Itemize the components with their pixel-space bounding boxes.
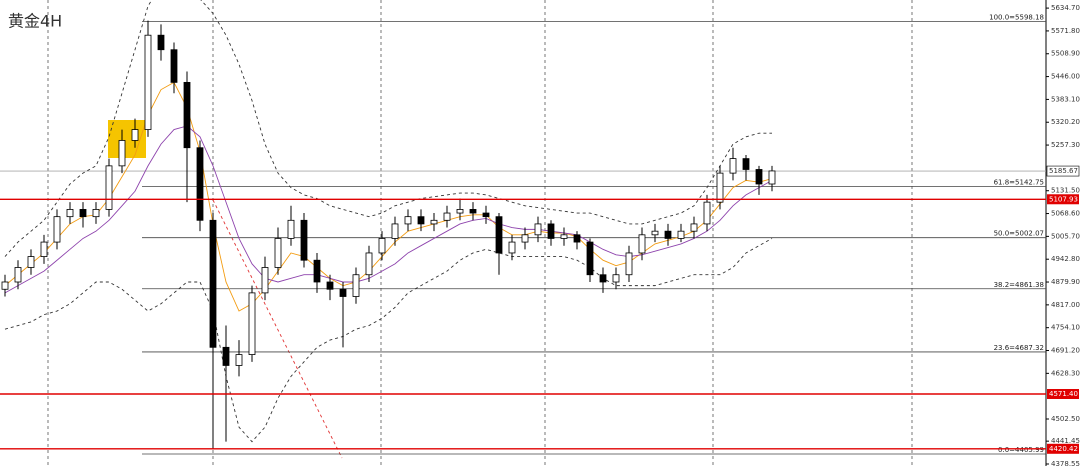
current-price-box xyxy=(1046,165,1080,177)
candle-body xyxy=(508,241,516,254)
highlight-box xyxy=(108,120,146,158)
candle-body xyxy=(378,238,386,254)
candle-body xyxy=(456,209,464,214)
fib-label: 0.0=4405.99 xyxy=(998,446,1044,454)
candle-body xyxy=(14,267,22,283)
candle-body xyxy=(664,230,672,239)
candle-body xyxy=(131,129,139,141)
fib-label: 61.8=5142.75 xyxy=(994,179,1044,187)
fib-label: 38.2=4861.38 xyxy=(994,281,1044,289)
current-price-label: 5185.67 xyxy=(1049,167,1078,175)
y-tick-label: 5446.00 xyxy=(1051,73,1080,81)
fib-label: 23.6=4687.32 xyxy=(994,344,1044,352)
candle-body xyxy=(495,216,503,254)
candle-body xyxy=(573,234,581,243)
fib-label: 50.0=5002.07 xyxy=(994,230,1044,238)
candle-body xyxy=(27,256,35,268)
candle-body xyxy=(235,354,243,366)
support-label: 4420.42 xyxy=(1049,445,1078,453)
candle-body xyxy=(170,49,178,83)
candle-body xyxy=(599,274,607,283)
y-tick-label: 4691.20 xyxy=(1051,347,1080,355)
candle-body xyxy=(534,223,542,236)
candle-body xyxy=(430,219,438,225)
candle-body xyxy=(157,34,165,51)
candle-body xyxy=(248,292,256,355)
candle-body xyxy=(365,252,373,276)
y-tick-label: 5383.10 xyxy=(1051,95,1080,103)
candle-body xyxy=(586,241,594,276)
candle-body xyxy=(183,81,191,149)
candle-body xyxy=(755,169,763,185)
support-label: 4571.40 xyxy=(1049,390,1078,398)
indicator-line xyxy=(4,125,773,294)
candle-body xyxy=(352,274,360,297)
y-tick-label: 5257.30 xyxy=(1051,141,1080,149)
candle-body xyxy=(391,223,399,239)
y-tick-label: 5131.50 xyxy=(1051,187,1080,195)
candle-body xyxy=(547,223,555,239)
candle-body xyxy=(638,234,646,254)
y-tick-label: 4441.45 xyxy=(1051,437,1080,445)
candle-body xyxy=(40,241,48,257)
candle-body xyxy=(742,158,750,170)
support-label-box xyxy=(1047,194,1079,205)
chart-title: 黄金4H xyxy=(8,12,62,31)
y-tick-label: 4628.30 xyxy=(1051,369,1080,377)
trend-line xyxy=(212,199,343,459)
y-tick-label: 4879.90 xyxy=(1051,278,1080,286)
candle-body xyxy=(92,209,100,218)
candle-body xyxy=(521,234,529,243)
candle-body xyxy=(560,234,568,239)
support-label-box xyxy=(1047,443,1079,454)
candle-body xyxy=(612,274,620,283)
candle-body xyxy=(768,170,776,185)
y-tick-label: 5068.60 xyxy=(1051,210,1080,218)
candle-body xyxy=(313,259,321,283)
candle-body xyxy=(417,216,425,225)
candle-body xyxy=(261,267,269,294)
candle-body xyxy=(287,219,295,239)
candle-body xyxy=(222,346,230,366)
support-label: 5107.93 xyxy=(1049,195,1078,203)
candle-body xyxy=(716,172,724,203)
candle-body xyxy=(209,219,217,348)
candle-body xyxy=(326,281,334,290)
y-tick-label: 4502.50 xyxy=(1051,415,1080,423)
y-tick-label: 4942.80 xyxy=(1051,255,1080,263)
candle-body xyxy=(339,288,347,297)
candle-body xyxy=(677,230,685,239)
y-tick-label: 4754.10 xyxy=(1051,324,1080,332)
candle-body xyxy=(703,201,711,225)
candle-body xyxy=(66,209,74,218)
candle-body xyxy=(404,216,412,225)
candle-body xyxy=(690,223,698,232)
y-tick-label: 5320.20 xyxy=(1051,118,1080,126)
candle-body xyxy=(443,212,451,221)
y-tick-label: 4817.00 xyxy=(1051,301,1080,309)
candle-body xyxy=(300,219,308,261)
y-tick-label: 4378.55 xyxy=(1051,460,1080,466)
candle-body xyxy=(469,209,477,214)
candle-body xyxy=(53,216,61,243)
candle-body xyxy=(1,281,9,290)
candle-body xyxy=(651,230,659,236)
indicator-line xyxy=(4,238,773,443)
candle-body xyxy=(482,212,490,218)
support-label-box xyxy=(1047,388,1079,399)
candle-body xyxy=(196,147,204,221)
candle-body xyxy=(118,140,126,167)
candle-body xyxy=(144,34,152,130)
fib-label: 100.0=5598.18 xyxy=(989,13,1044,21)
y-tick-label: 5005.70 xyxy=(1051,232,1080,240)
candle-body xyxy=(729,158,737,174)
candle-body xyxy=(105,165,113,210)
candle-body xyxy=(79,209,87,218)
y-tick-label: 5634.70 xyxy=(1051,4,1080,12)
candle-body xyxy=(274,238,282,268)
y-tick-label: 5571.80 xyxy=(1051,27,1080,35)
y-tick-label: 5508.90 xyxy=(1051,50,1080,58)
candle-body xyxy=(625,252,633,276)
